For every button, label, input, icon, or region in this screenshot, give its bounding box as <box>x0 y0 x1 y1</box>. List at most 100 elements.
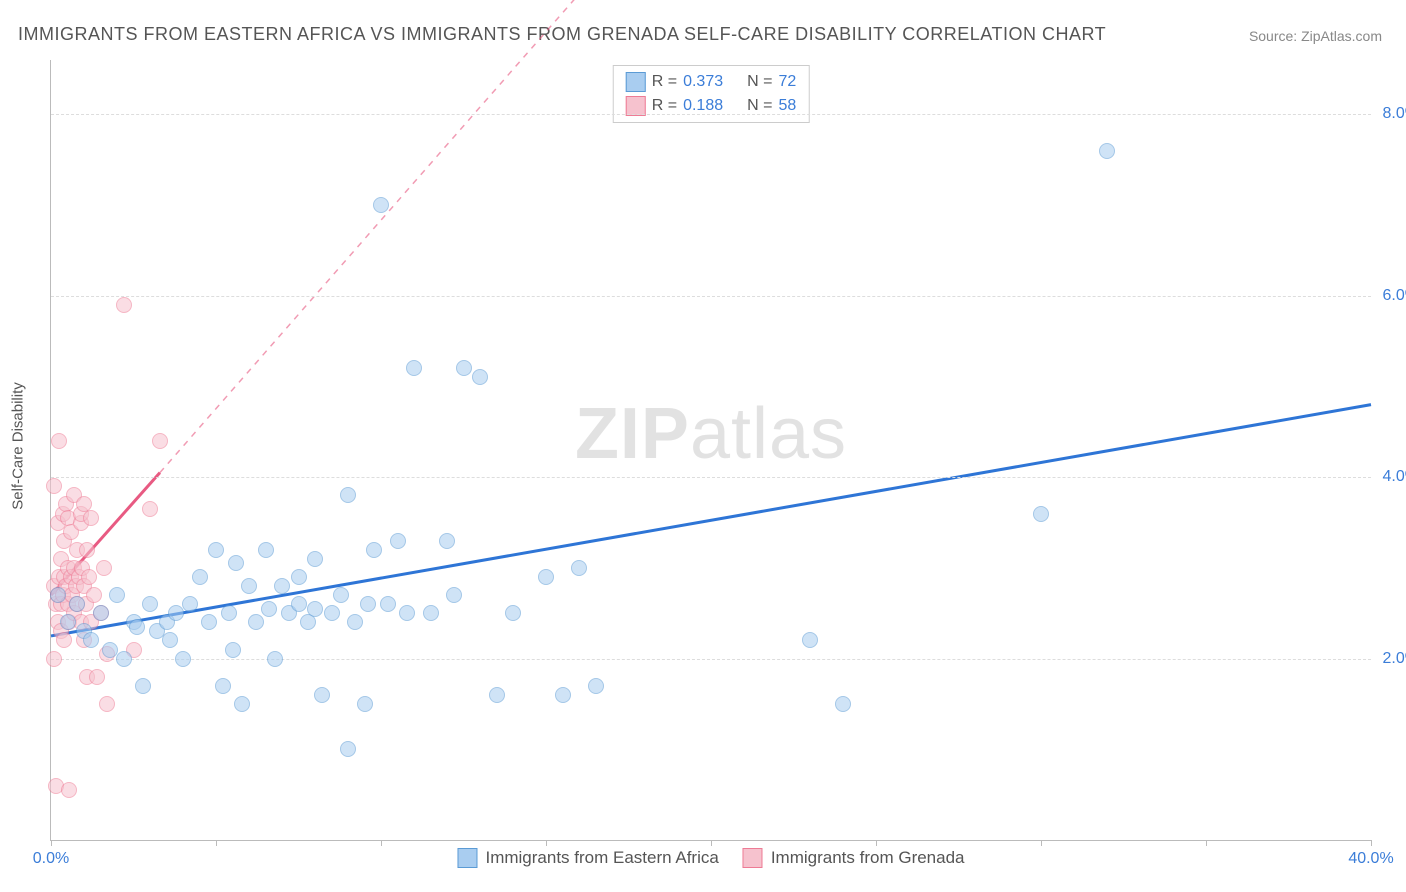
data-point <box>333 587 349 603</box>
data-point <box>51 433 67 449</box>
data-point <box>60 614 76 630</box>
data-point <box>423 605 439 621</box>
data-point <box>274 578 290 594</box>
data-point <box>360 596 376 612</box>
data-point <box>116 651 132 667</box>
data-point <box>241 578 257 594</box>
y-axis-label: Self-Care Disability <box>10 382 27 510</box>
gridline <box>51 477 1371 478</box>
data-point <box>96 560 112 576</box>
gridline <box>51 114 1371 115</box>
data-point <box>571 560 587 576</box>
watermark-text: ZIPatlas <box>575 393 847 475</box>
x-tick <box>711 840 712 846</box>
data-point <box>46 651 62 667</box>
x-tick-label: 40.0% <box>1348 850 1393 868</box>
data-point <box>406 360 422 376</box>
x-tick <box>51 840 52 846</box>
x-tick <box>876 840 877 846</box>
data-point <box>439 533 455 549</box>
data-point <box>456 360 472 376</box>
x-tick <box>546 840 547 846</box>
data-point <box>109 587 125 603</box>
data-point <box>89 669 105 685</box>
data-point <box>142 596 158 612</box>
data-point <box>86 587 102 603</box>
data-point <box>129 619 145 635</box>
data-point <box>399 605 415 621</box>
data-point <box>1099 143 1115 159</box>
data-point <box>208 542 224 558</box>
data-point <box>538 569 554 585</box>
data-point <box>588 678 604 694</box>
data-point <box>307 551 323 567</box>
data-point <box>505 605 521 621</box>
data-point <box>142 501 158 517</box>
trend-lines-layer <box>51 60 1371 840</box>
data-point <box>314 687 330 703</box>
x-tick-label: 0.0% <box>33 850 69 868</box>
x-tick <box>1206 840 1207 846</box>
data-point <box>366 542 382 558</box>
data-point <box>46 478 62 494</box>
data-point <box>347 614 363 630</box>
data-point <box>340 487 356 503</box>
data-point <box>83 632 99 648</box>
swatch-series-a <box>626 72 646 92</box>
data-point <box>373 197 389 213</box>
data-point <box>152 433 168 449</box>
data-point <box>182 596 198 612</box>
x-tick <box>216 840 217 846</box>
data-point <box>357 696 373 712</box>
data-point <box>69 596 85 612</box>
data-point <box>162 632 178 648</box>
data-point <box>261 601 277 617</box>
data-point <box>175 651 191 667</box>
data-point <box>228 555 244 571</box>
data-point <box>835 696 851 712</box>
scatter-plot-area: ZIPatlas R = 0.373 N = 72 R = 0.188 N = … <box>50 60 1371 841</box>
data-point <box>83 510 99 526</box>
y-tick-label: 8.0% <box>1383 105 1406 123</box>
y-tick-label: 2.0% <box>1383 650 1406 668</box>
legend-item-series-b: Immigrants from Grenada <box>743 848 965 868</box>
data-point <box>61 782 77 798</box>
data-point <box>215 678 231 694</box>
data-point <box>116 297 132 313</box>
x-tick <box>1371 840 1372 846</box>
gridline <box>51 659 1371 660</box>
data-point <box>324 605 340 621</box>
data-point <box>135 678 151 694</box>
data-point <box>79 542 95 558</box>
data-point <box>225 642 241 658</box>
data-point <box>56 632 72 648</box>
swatch-series-b <box>626 96 646 116</box>
source-attribution: Source: ZipAtlas.com <box>1249 28 1382 44</box>
data-point <box>291 569 307 585</box>
data-point <box>267 651 283 667</box>
data-point <box>258 542 274 558</box>
trend-line <box>51 405 1371 636</box>
data-point <box>446 587 462 603</box>
data-point <box>81 569 97 585</box>
y-tick-label: 6.0% <box>1383 287 1406 305</box>
data-point <box>99 696 115 712</box>
gridline <box>51 296 1371 297</box>
legend-row-series-a: R = 0.373 N = 72 <box>626 70 797 94</box>
data-point <box>93 605 109 621</box>
data-point <box>340 741 356 757</box>
x-tick <box>381 840 382 846</box>
swatch-series-b <box>743 848 763 868</box>
data-point <box>555 687 571 703</box>
data-point <box>802 632 818 648</box>
data-point <box>291 596 307 612</box>
legend-item-series-a: Immigrants from Eastern Africa <box>457 848 718 868</box>
y-tick-label: 4.0% <box>1383 468 1406 486</box>
chart-title: IMMIGRANTS FROM EASTERN AFRICA VS IMMIGR… <box>18 24 1106 45</box>
data-point <box>248 614 264 630</box>
data-point <box>201 614 217 630</box>
data-point <box>472 369 488 385</box>
data-point <box>1033 506 1049 522</box>
series-legend: Immigrants from Eastern Africa Immigrant… <box>457 848 964 868</box>
swatch-series-a <box>457 848 477 868</box>
